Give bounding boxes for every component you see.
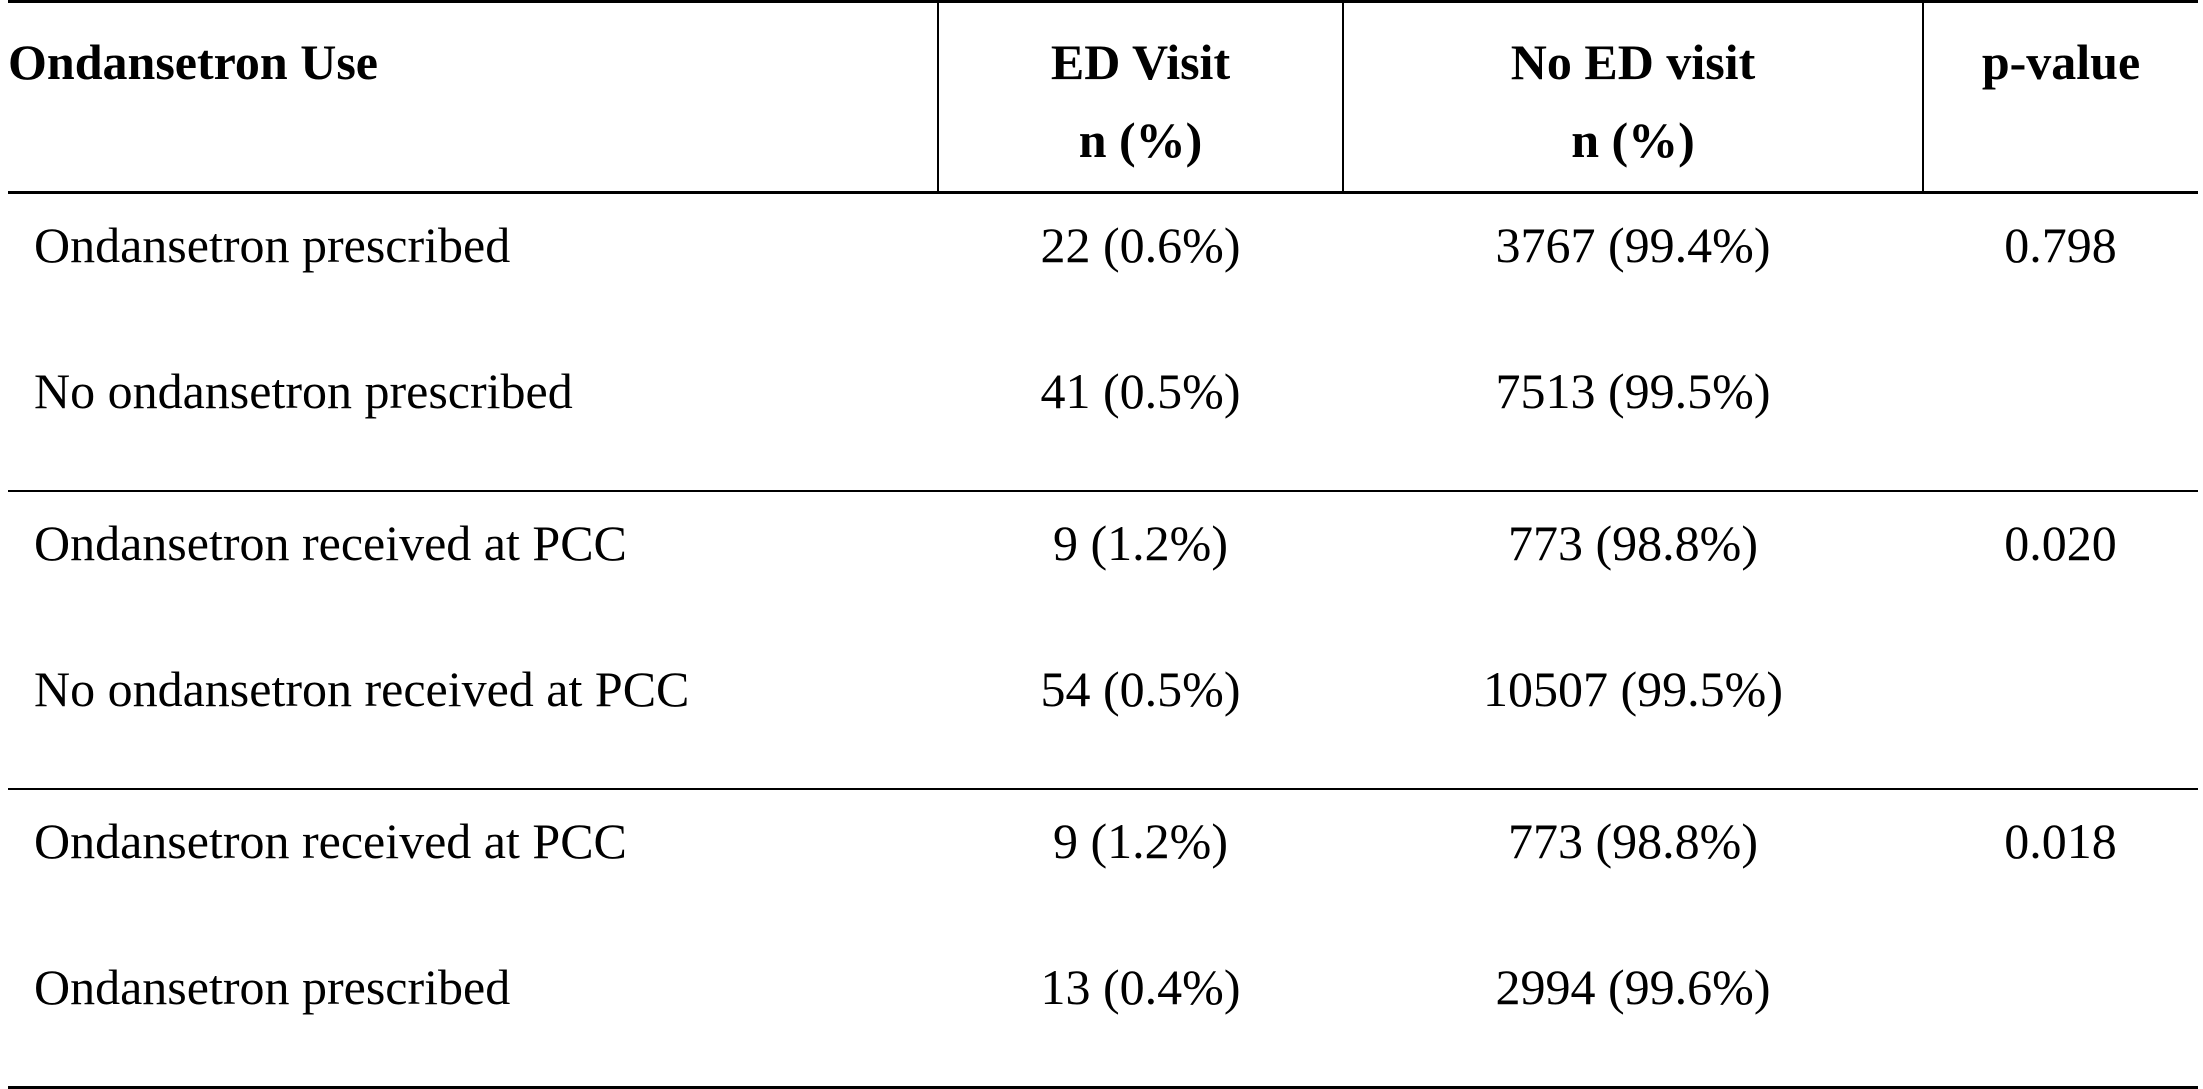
no-ed-visit-value: 10507 (99.5%) [1343, 642, 1923, 790]
header-row: Ondansetron Use ED Visit n (%) No ED vis… [8, 0, 2198, 194]
table-header: Ondansetron Use ED Visit n (%) No ED vis… [8, 0, 2198, 194]
row-label: Ondansetron received at PCC [34, 813, 627, 869]
header-ed-visit-label: ED Visit [1050, 34, 1231, 90]
ed-visit-value: 41 (0.5%) [938, 344, 1343, 492]
header-ed-visit: ED Visit n (%) [938, 0, 1344, 194]
table-body: Ondansetron prescribed 22 (0.6%) 3767 (9… [8, 193, 2198, 1089]
header-p-value-label: p-value [1981, 34, 2141, 90]
ed-visit-value: 9 (1.2%) [1053, 515, 1228, 571]
table-row: Ondansetron prescribed 13 (0.4%) 2994 (9… [8, 940, 2198, 1089]
header-no-ed-visit-label: No ED visit [1510, 34, 1756, 90]
header-ondansetron-use-label: Ondansetron Use [8, 34, 378, 90]
no-ed-visit-value: 2994 (99.6%) [1343, 940, 1923, 1089]
header-p-value: p-value [1923, 0, 2198, 194]
row-label: Ondansetron prescribed [8, 940, 938, 1089]
header-no-ed-visit-unit: n (%) [1571, 112, 1695, 168]
ed-visit-value: 22 (0.6%) [1040, 217, 1241, 273]
header-ed-visit-unit: n (%) [1078, 112, 1203, 168]
row-label: Ondansetron received at PCC [34, 515, 627, 571]
row-label: No ondansetron prescribed [8, 344, 938, 492]
no-ed-visit-value: 773 (98.8%) [1508, 515, 1758, 571]
header-no-ed-visit: No ED visit n (%) [1343, 0, 1924, 194]
ed-visit-value: 54 (0.5%) [938, 642, 1343, 790]
p-value [1923, 642, 2198, 790]
table-row: Ondansetron received at PCC 9 (1.2%) 773… [8, 491, 2198, 642]
results-table-container: Ondansetron Use ED Visit n (%) No ED vis… [8, 0, 2198, 1089]
table-row: Ondansetron received at PCC 9 (1.2%) 773… [8, 789, 2198, 940]
row-label: No ondansetron received at PCC [8, 642, 938, 790]
ed-visit-value: 9 (1.2%) [1053, 813, 1228, 869]
ed-visit-value: 13 (0.4%) [938, 940, 1343, 1089]
no-ed-visit-value: 773 (98.8%) [1508, 813, 1758, 869]
row-label: Ondansetron prescribed [34, 217, 511, 273]
p-value: 0.020 [2004, 515, 2117, 571]
p-value: 0.018 [2004, 813, 2117, 869]
header-ondansetron-use: Ondansetron Use [8, 0, 939, 194]
no-ed-visit-value: 7513 (99.5%) [1343, 344, 1923, 492]
table-row: Ondansetron prescribed 22 (0.6%) 3767 (9… [8, 193, 2198, 345]
p-value [1923, 344, 2198, 492]
p-value: 0.798 [2004, 217, 2117, 273]
results-table: Ondansetron Use ED Visit n (%) No ED vis… [8, 0, 2198, 1089]
p-value [1923, 940, 2198, 1089]
table-row: No ondansetron received at PCC 54 (0.5%)… [8, 642, 2198, 790]
table-row: No ondansetron prescribed 41 (0.5%) 7513… [8, 344, 2198, 492]
no-ed-visit-value: 3767 (99.4%) [1495, 217, 1771, 273]
